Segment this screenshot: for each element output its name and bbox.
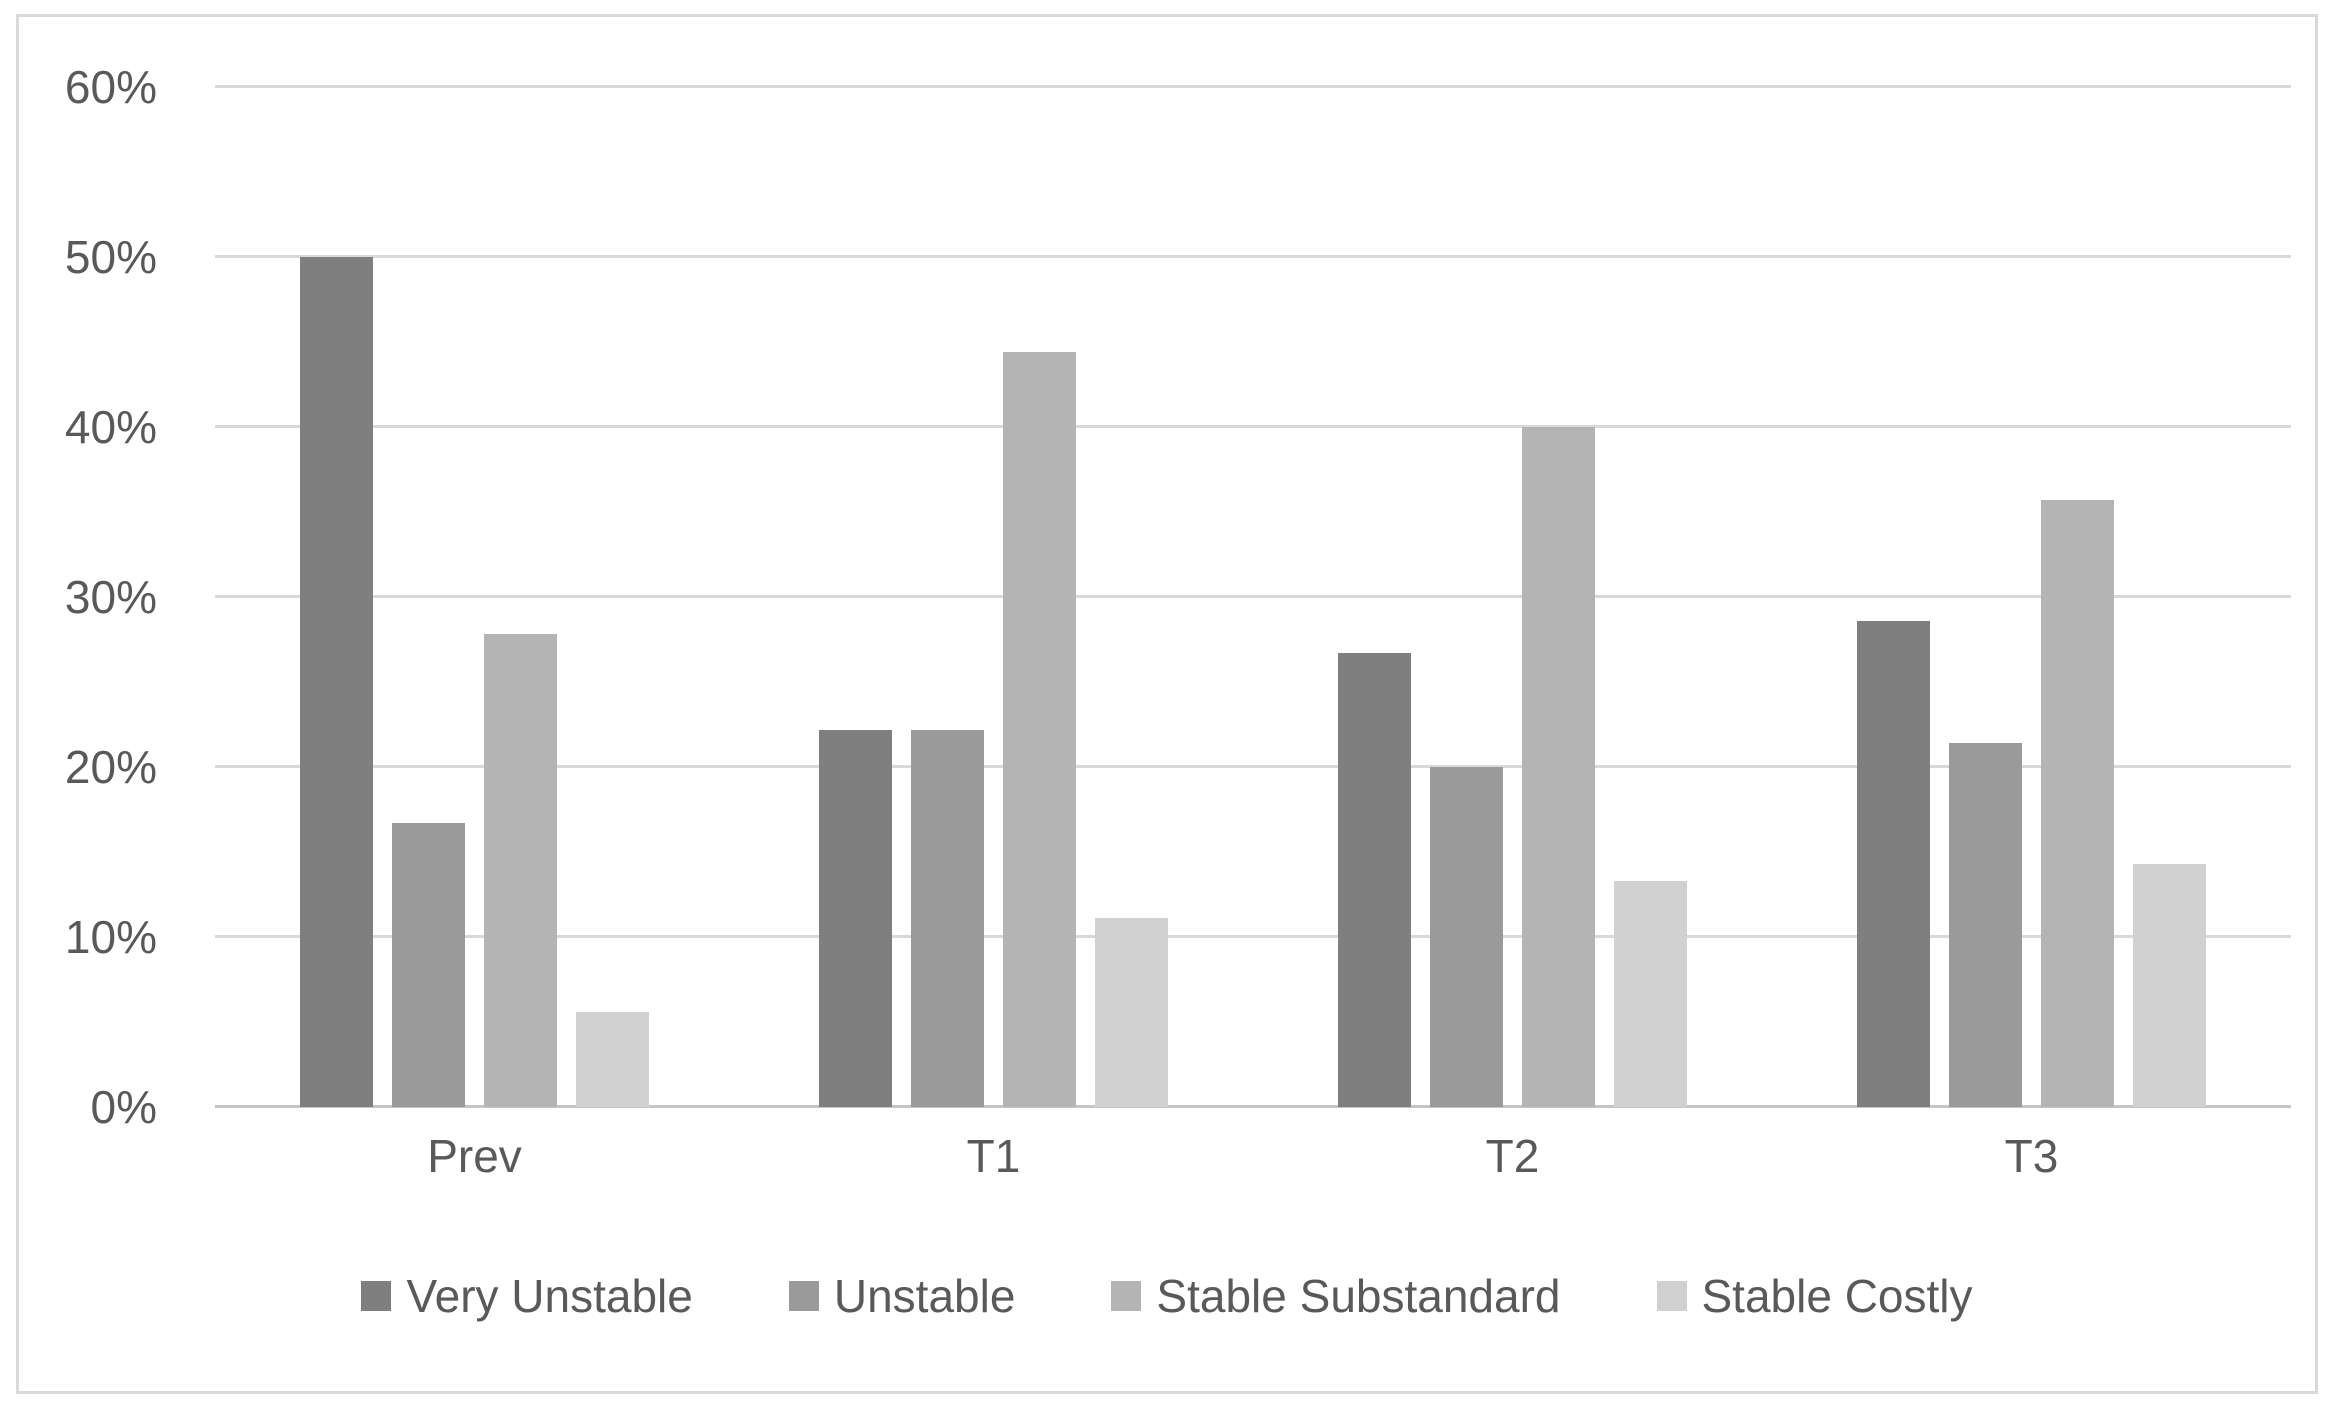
bar-unstable-t2 <box>1430 767 1503 1107</box>
legend-swatch-icon <box>1656 1281 1687 1311</box>
bar-unstable-t1 <box>911 729 984 1107</box>
bar-group-t2 <box>1253 87 1772 1107</box>
bar-stable-substandard-prev <box>484 634 557 1107</box>
bar-stable-substandard-t2 <box>1522 427 1595 1107</box>
gridline-10 <box>215 935 2291 939</box>
legend-label-unstable: Unstable <box>833 1270 1016 1322</box>
bar-stable-substandard-t3 <box>2041 500 2114 1107</box>
bar-stable-costly-t1 <box>1095 918 1168 1107</box>
bar-very-unstable-prev <box>300 257 373 1107</box>
y-tick-label-30: 30% <box>64 571 157 623</box>
gridline-40 <box>215 425 2291 429</box>
gridline-60 <box>215 85 2291 88</box>
bar-unstable-t3 <box>1949 743 2022 1107</box>
bar-stable-costly-prev <box>576 1011 649 1107</box>
legend-label-stable-costly: Stable Costly <box>1701 1270 1973 1322</box>
x-category-label-t3: T3 <box>2004 1130 2059 1182</box>
x-axis-category-labels: Prev T1 T2 T3 <box>215 1129 2291 1184</box>
legend-swatch-icon <box>361 1281 392 1311</box>
bar-very-unstable-t2 <box>1338 653 1411 1107</box>
legend-label-very-unstable: Very Unstable <box>406 1270 693 1322</box>
y-tick-label-40: 40% <box>64 401 157 453</box>
legend-item-unstable: Unstable <box>788 1270 1016 1322</box>
bar-stable-substandard-t1 <box>1003 352 1076 1107</box>
legend-swatch-icon <box>788 1281 819 1311</box>
gridline-0 <box>215 1105 2291 1108</box>
legend-label-stable-substandard: Stable Substandard <box>1156 1270 1561 1322</box>
bar-group-prev <box>215 87 734 1107</box>
plot-area <box>215 85 2291 1108</box>
bar-stable-costly-t2 <box>1614 880 1687 1107</box>
gridline-50 <box>215 255 2291 258</box>
x-category-label-t2: T2 <box>1485 1130 1540 1182</box>
legend: Very Unstable Unstable Stable Substandard S… <box>19 1273 2315 1319</box>
y-axis-tick-labels: 0% 10% 20% 30% 40% 50% 60% <box>19 64 179 1130</box>
bar-very-unstable-t1 <box>819 729 892 1107</box>
bar-very-unstable-t3 <box>1857 620 1930 1107</box>
legend-item-stable-costly: Stable Costly <box>1656 1270 1973 1322</box>
y-tick-label-20: 20% <box>64 741 157 793</box>
bar-stable-costly-t3 <box>2133 863 2206 1107</box>
gridline-20 <box>215 765 2291 769</box>
legend-item-stable-substandard: Stable Substandard <box>1111 1270 1561 1322</box>
y-tick-label-60: 60% <box>64 61 157 113</box>
legend-item-very-unstable: Very Unstable <box>361 1270 693 1322</box>
bar-group-t3 <box>1772 87 2291 1107</box>
y-tick-label-0: 0% <box>90 1081 157 1133</box>
x-category-label-t1: T1 <box>966 1130 1021 1182</box>
legend-swatch-icon <box>1111 1281 1142 1311</box>
y-tick-label-50: 50% <box>64 231 157 283</box>
gridline-30 <box>215 595 2291 598</box>
bar-unstable-prev <box>392 823 465 1107</box>
bar-group-t1 <box>734 87 1253 1107</box>
bar-groups <box>215 87 2291 1107</box>
y-tick-label-10: 10% <box>64 911 157 963</box>
chart-frame: 0% 10% 20% 30% 40% 50% 60% Prev T1 T2 T3 Very Uns… <box>16 14 2318 1394</box>
x-category-label-prev: Prev <box>427 1130 522 1182</box>
